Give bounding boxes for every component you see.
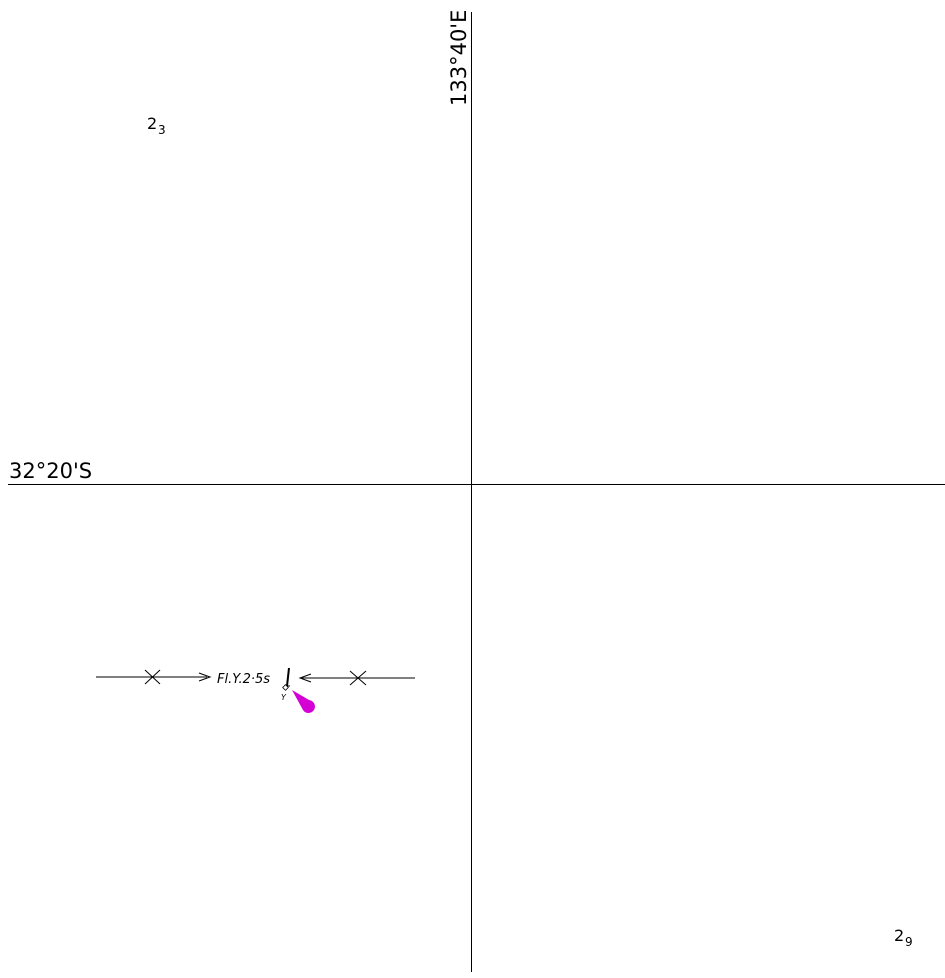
sounding: 2 3 [147, 114, 166, 137]
beacon-icon [282, 667, 290, 691]
light-flare-icon [292, 690, 315, 713]
sounding-depth: 2 [147, 114, 157, 133]
arrow-head-left-icon [298, 673, 312, 683]
cross-mark-icon [144, 669, 161, 685]
sounding: 2 9 [894, 926, 913, 949]
sounding-fraction: 9 [905, 935, 913, 949]
latitude-label: 32°20'S [9, 459, 92, 483]
sounding-depth: 2 [894, 926, 904, 945]
cross-mark-icon [349, 670, 367, 686]
sounding-fraction: 3 [158, 123, 166, 137]
arrow-head-right-icon [198, 672, 212, 682]
leading-line-west [96, 669, 212, 685]
light-characteristic-label: Fl.Y.2·5s [217, 672, 270, 687]
longitude-label: 133°40'E [447, 10, 471, 106]
leading-line-east [298, 670, 415, 686]
buoy-color-label: Y [281, 693, 287, 702]
